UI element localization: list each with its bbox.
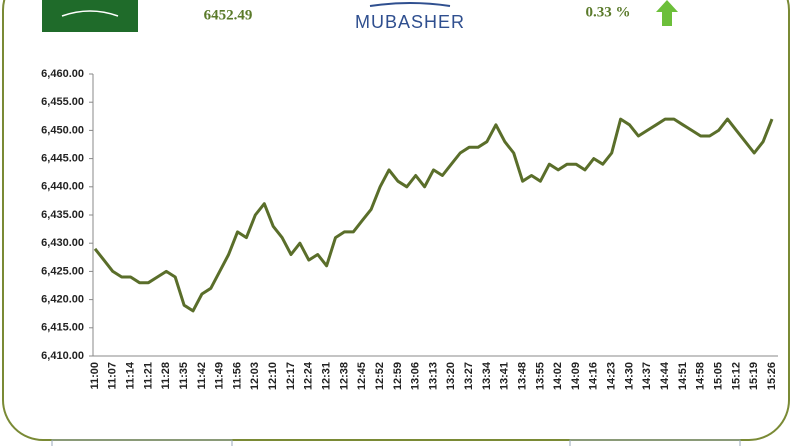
x-tick-label: 11:49 <box>214 362 226 390</box>
change: 0.33 % <box>586 4 631 20</box>
x-tick-label: 15:26 <box>766 362 778 390</box>
flag-emblem <box>61 10 119 17</box>
footer-box <box>569 439 741 446</box>
x-tick-label: 12:31 <box>321 362 333 390</box>
x-tick-label: 15:05 <box>712 362 724 390</box>
y-tick-label: 6,410.00 <box>41 350 84 362</box>
x-tick-label: 13:13 <box>427 362 439 390</box>
y-tick-label: 6,440.00 <box>41 181 84 193</box>
x-tick-label: 12:38 <box>338 362 350 390</box>
price: 6452.49 <box>204 7 253 23</box>
y-tick-label: 6,445.00 <box>41 153 84 165</box>
x-tick-label: 14:16 <box>588 362 600 390</box>
x-tick-label: 11:14 <box>125 361 137 389</box>
x-tick-label: 14:37 <box>641 362 653 390</box>
x-tick-label: 11:21 <box>142 362 154 390</box>
x-tick-label: 14:30 <box>623 362 635 390</box>
x-tick-label: 11:56 <box>231 362 243 390</box>
x-tick-label: 13:06 <box>410 362 422 390</box>
x-tick-label: 12:59 <box>392 362 404 390</box>
x-tick-label: 12:03 <box>249 362 261 390</box>
y-tick-label: 6,435.00 <box>41 209 84 221</box>
x-tick-label: 13:20 <box>445 362 457 390</box>
x-tick-label: 13:55 <box>534 362 546 390</box>
flag <box>42 0 138 32</box>
x-tick-label: 14:23 <box>606 362 618 390</box>
x-tick-label: 11:00 <box>89 362 101 390</box>
y-tick-label: 6,450.00 <box>41 124 84 136</box>
x-tick-label: 12:10 <box>267 362 279 390</box>
x-tick-label: 11:42 <box>196 362 208 390</box>
y-tick-label: 6,460.00 <box>41 68 84 80</box>
x-tick-label: 11:07 <box>107 362 119 390</box>
x-tick-label: 14:44 <box>659 361 671 390</box>
footer-box <box>51 439 233 446</box>
y-tick-label: 6,430.00 <box>41 237 84 249</box>
up-arrow <box>656 0 678 26</box>
y-tick-label: 6,420.00 <box>41 294 84 306</box>
line <box>93 117 774 313</box>
x-tick-label: 14:09 <box>570 362 582 390</box>
x-tick-label: 15:19 <box>748 362 760 390</box>
logo: MUBASHER <box>355 12 465 32</box>
logo-mark <box>369 2 451 7</box>
x-tick-label: 14:02 <box>552 362 564 390</box>
x-tick-label: 11:28 <box>160 362 172 390</box>
y-tick-label: 6,455.00 <box>41 96 84 108</box>
x-tick-label: 12:24 <box>303 361 315 390</box>
x-tick-label: 13:48 <box>516 362 528 390</box>
x-tick-label: 12:17 <box>285 362 297 390</box>
y-tick-label: 6,425.00 <box>41 265 84 277</box>
x-tick-label: 13:27 <box>463 362 475 390</box>
x-tick-label: 14:51 <box>677 362 689 390</box>
x-tick-label: 11:35 <box>178 362 190 390</box>
y-tick-label: 6,415.00 <box>41 322 84 334</box>
x-tick-label: 12:45 <box>356 362 368 390</box>
x-tick-label: 13:34 <box>481 361 493 390</box>
x-tick-label: 15:12 <box>730 362 742 390</box>
x-tick-label: 13:41 <box>499 362 511 390</box>
x-tick-label: 14:58 <box>695 362 707 390</box>
x-tick-label: 12:52 <box>374 362 386 390</box>
